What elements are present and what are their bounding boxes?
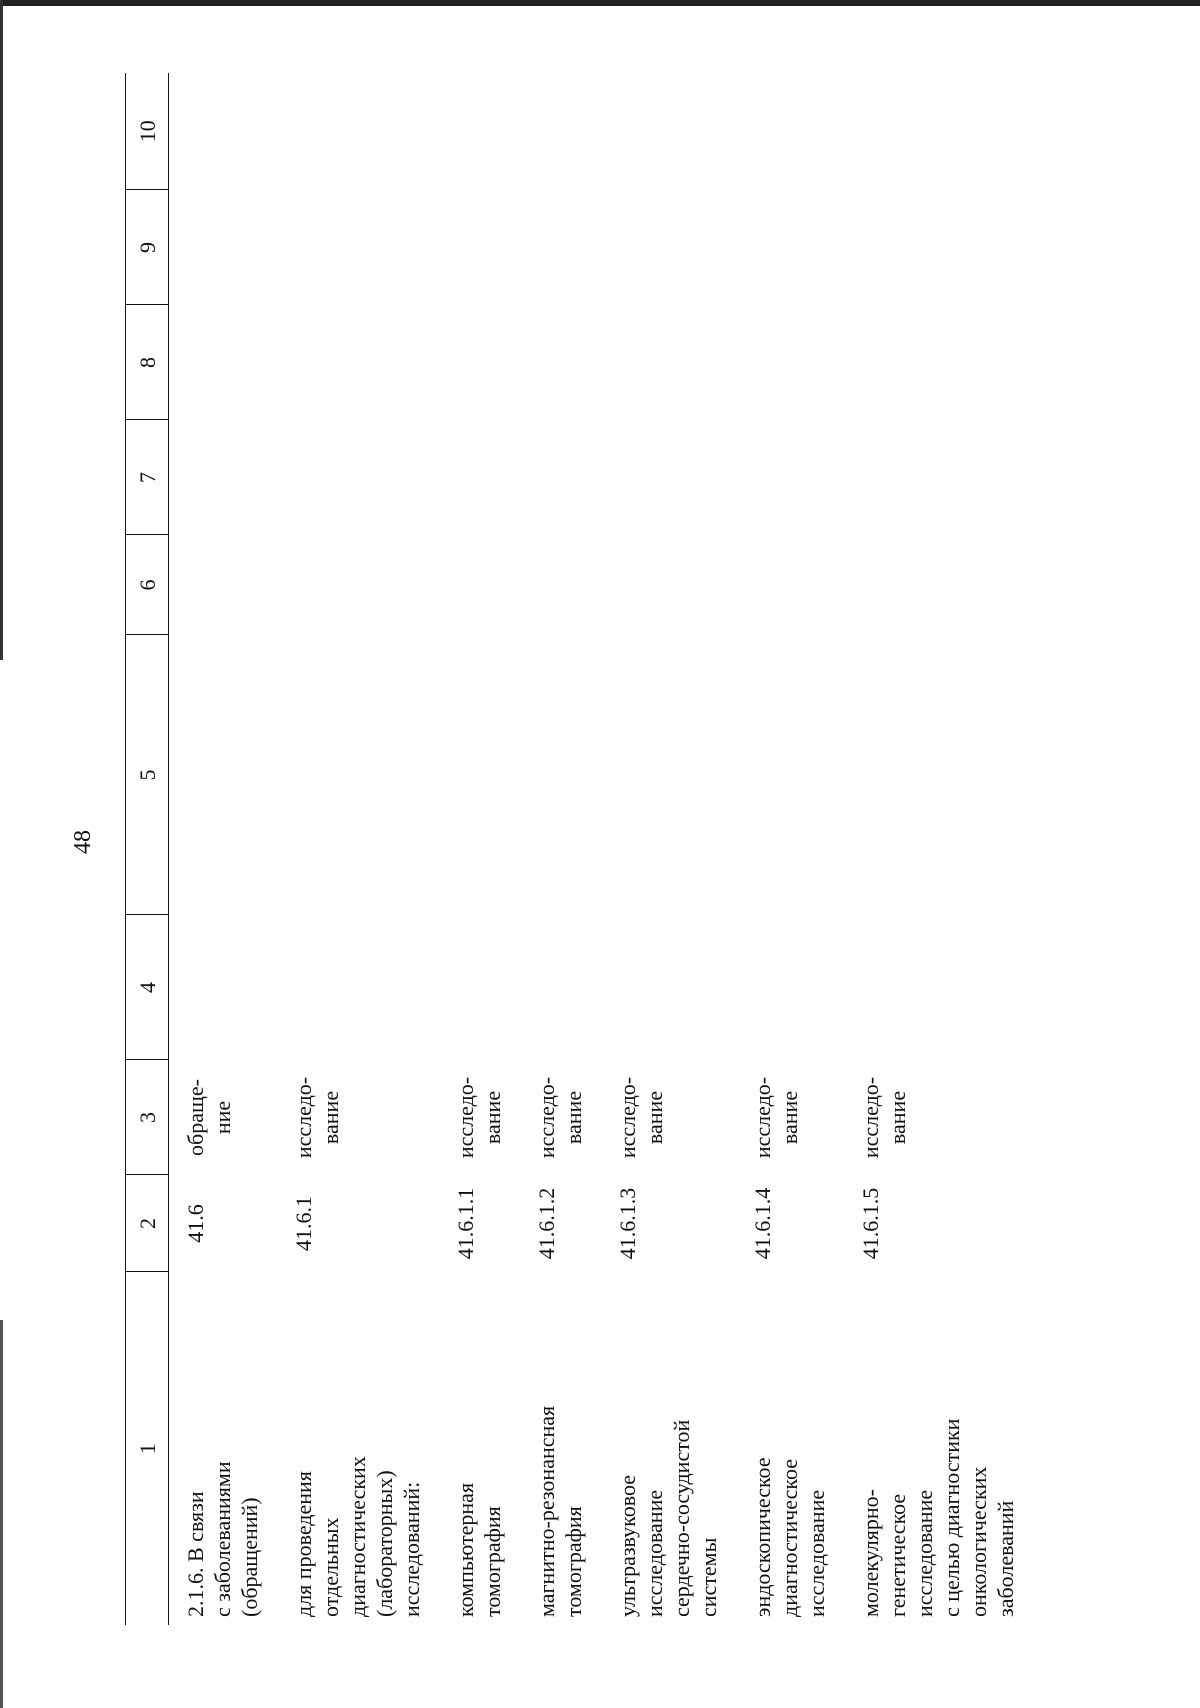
empty-cell — [439, 305, 520, 420]
table-row: магнитно-резонансная томография 41.6.1.2 ис… — [520, 73, 601, 1625]
empty-cell — [844, 915, 1033, 1060]
column-header: 7 — [125, 420, 169, 535]
empty-cell — [520, 535, 601, 635]
table-body: 2.1.6. В связи с заболеваниями (обращений)… — [169, 73, 1034, 1625]
table-row: молекулярно-генетическое исследование с це… — [844, 73, 1033, 1625]
empty-cell — [520, 73, 601, 190]
empty-cell — [736, 190, 844, 305]
empty-cell — [844, 305, 1033, 420]
column-header: 3 — [125, 1060, 169, 1175]
row-name: для проведения отдельных диагностических (л… — [291, 1456, 424, 1617]
empty-cell — [736, 915, 844, 1060]
empty-cell — [277, 420, 439, 535]
column-header: 4 — [125, 915, 169, 1060]
empty-cell — [736, 420, 844, 535]
empty-cell — [601, 190, 736, 305]
column-header: 10 — [125, 73, 169, 190]
empty-cell — [439, 535, 520, 635]
empty-cell — [439, 190, 520, 305]
empty-cell — [520, 915, 601, 1060]
empty-cell — [277, 535, 439, 635]
empty-cell — [736, 73, 844, 190]
empty-cell — [601, 73, 736, 190]
indicators-table: 1 2 3 4 5 6 7 8 9 10 2.1.6. В связи с заб… — [125, 73, 1033, 1625]
empty-cell — [169, 915, 278, 1060]
row-name: молекулярно-генетическое исследование с це… — [858, 1418, 1018, 1617]
row-unit: исследо-вание — [453, 1076, 505, 1159]
empty-cell — [439, 915, 520, 1060]
row-code: 41.6.1.2 — [534, 1187, 559, 1260]
row-name: магнитно-резонансная томография — [534, 1405, 586, 1617]
empty-cell — [277, 635, 439, 915]
column-header: 9 — [125, 190, 169, 305]
row-unit: исследо-вание — [291, 1076, 343, 1159]
empty-cell — [601, 535, 736, 635]
row-name: 2.1.6. В связи с заболеваниями (обращений) — [183, 1461, 262, 1617]
row-name: эндоскопическое диагностическое исследован… — [750, 1457, 829, 1617]
row-code: 41.6.1.4 — [750, 1187, 775, 1260]
empty-cell — [520, 305, 601, 420]
row-code: 41.6.1.5 — [858, 1187, 883, 1260]
empty-cell — [844, 535, 1033, 635]
empty-cell — [844, 190, 1033, 305]
empty-cell — [277, 190, 439, 305]
table-row: эндоскопическое диагностическое исследован… — [736, 73, 844, 1625]
column-header: 8 — [125, 305, 169, 420]
table-row: для проведения отдельных диагностических (л… — [277, 73, 439, 1625]
row-unit: исследо-вание — [534, 1076, 586, 1159]
empty-cell — [277, 73, 439, 190]
table-row: компьютерная томография 41.6.1.1 исследо-ва… — [439, 73, 520, 1625]
column-header: 5 — [125, 635, 169, 915]
empty-cell — [169, 635, 278, 915]
empty-cell — [169, 73, 278, 190]
table-row: 2.1.6. В связи с заболеваниями (обращений)… — [169, 73, 278, 1625]
empty-cell — [277, 305, 439, 420]
row-unit: исследо-вание — [750, 1076, 802, 1159]
empty-cell — [277, 915, 439, 1060]
row-unit: исследо-вание — [615, 1076, 667, 1159]
empty-cell — [169, 420, 278, 535]
empty-cell — [439, 420, 520, 535]
empty-cell — [520, 635, 601, 915]
empty-cell — [169, 535, 278, 635]
header-row: 1 2 3 4 5 6 7 8 9 10 — [125, 73, 169, 1625]
empty-cell — [844, 420, 1033, 535]
empty-cell — [439, 73, 520, 190]
empty-cell — [736, 535, 844, 635]
empty-cell — [736, 635, 844, 915]
row-code: 41.6 — [183, 1204, 208, 1243]
column-header: 6 — [125, 535, 169, 635]
table-row: ультразвуковое исследование сердечно-сосуд… — [601, 73, 736, 1625]
scan-edge-top — [0, 0, 1200, 6]
column-header: 1 — [125, 1272, 169, 1625]
empty-cell — [844, 635, 1033, 915]
column-header: 2 — [125, 1175, 169, 1272]
row-name: ультразвуковое исследование сердечно-сосуд… — [615, 1419, 721, 1617]
empty-cell — [601, 420, 736, 535]
empty-cell — [169, 305, 278, 420]
empty-cell — [520, 190, 601, 305]
empty-cell — [601, 915, 736, 1060]
scan-edge-left — [0, 0, 3, 660]
empty-cell — [844, 73, 1033, 190]
row-code: 41.6.1.3 — [615, 1187, 640, 1260]
row-code: 41.6.1.1 — [453, 1187, 478, 1260]
empty-cell — [601, 305, 736, 420]
scan-edge-left-lower — [0, 1320, 3, 1708]
rotated-page: 48 1 2 3 4 5 6 7 8 9 10 2.1.6. В связи с … — [70, 73, 1130, 1625]
empty-cell — [169, 190, 278, 305]
row-name: компьютерная томография — [453, 1482, 505, 1617]
row-code: 41.6.1 — [291, 1196, 316, 1251]
page-number: 48 — [70, 830, 96, 854]
row-unit: обраще-ние — [183, 1079, 235, 1156]
empty-cell — [439, 635, 520, 915]
empty-cell — [520, 420, 601, 535]
empty-cell — [601, 635, 736, 915]
empty-cell — [736, 305, 844, 420]
row-unit: исследо-вание — [858, 1076, 910, 1159]
